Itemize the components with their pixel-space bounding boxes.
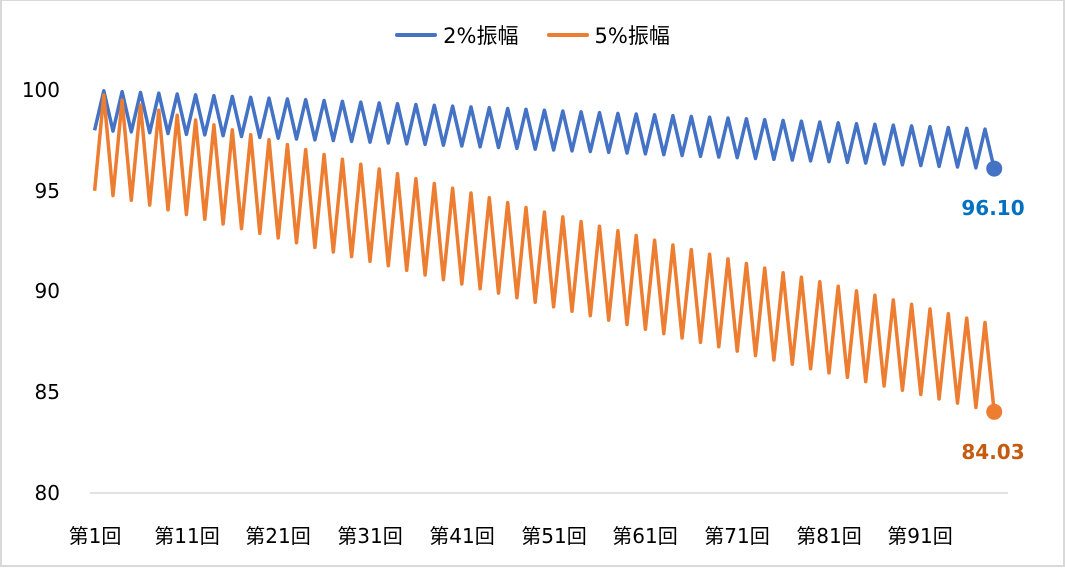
legend-line-orange-icon xyxy=(546,33,589,37)
chart-legend: 2%振幅 5%振幅 xyxy=(0,20,1065,50)
x-tick-1: 第1回 xyxy=(68,524,122,548)
x-tick-11: 第11回 xyxy=(154,524,220,548)
legend-label-2pct: 2%振幅 xyxy=(443,24,519,48)
end-marker-2pct[interactable] xyxy=(986,160,1003,177)
data-label-2pct-end: 96.10 xyxy=(961,196,1025,220)
x-tick-81: 第81回 xyxy=(796,524,862,548)
y-tick-95: 95 xyxy=(34,179,60,203)
x-tick-91: 第91回 xyxy=(887,524,953,548)
x-tick-41: 第41回 xyxy=(429,524,495,548)
series-line-2pct[interactable] xyxy=(92,89,996,170)
x-tick-71: 第71回 xyxy=(704,524,770,548)
legend-item-5pct[interactable]: 5%振幅 xyxy=(546,20,670,50)
y-tick-80: 80 xyxy=(34,481,60,505)
legend-label-5pct: 5%振幅 xyxy=(594,24,670,48)
end-marker-5pct[interactable] xyxy=(986,403,1003,420)
series-line-5pct[interactable] xyxy=(92,93,996,412)
data-label-5pct-end: 84.03 xyxy=(961,440,1025,464)
y-tick-85: 85 xyxy=(34,380,60,404)
legend-item-2pct[interactable]: 2%振幅 xyxy=(395,20,519,50)
x-tick-21: 第21回 xyxy=(245,524,311,548)
y-tick-100: 100 xyxy=(21,78,60,102)
x-tick-61: 第61回 xyxy=(612,524,678,548)
x-tick-31: 第31回 xyxy=(337,524,403,548)
x-tick-51: 第51回 xyxy=(521,524,587,548)
y-tick-90: 90 xyxy=(34,279,60,303)
legend-line-blue-icon xyxy=(395,33,438,37)
